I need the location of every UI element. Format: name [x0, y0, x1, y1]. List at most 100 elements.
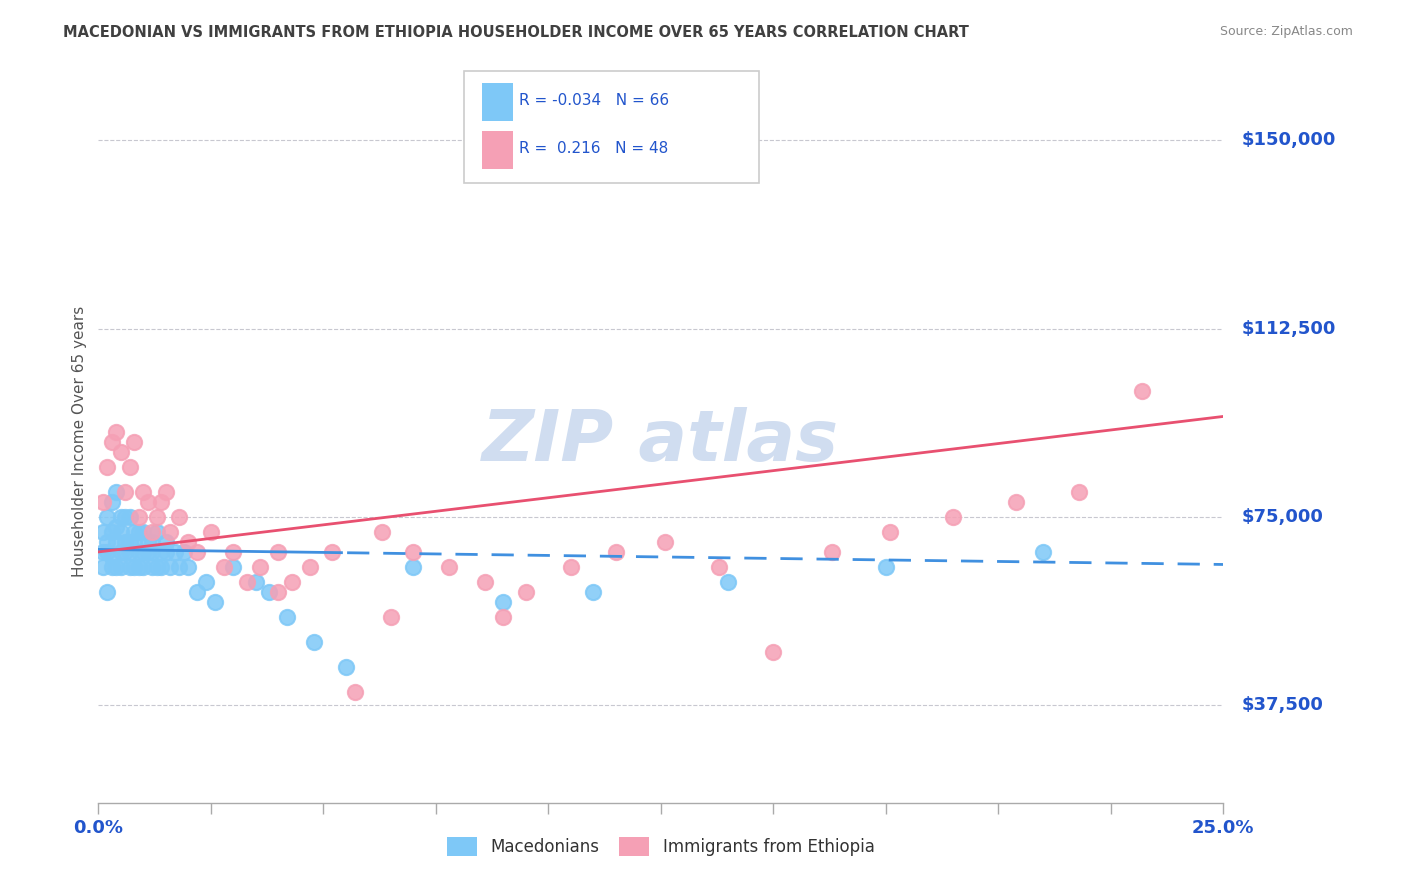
Point — [146, 524, 169, 539]
Text: $150,000: $150,000 — [1241, 131, 1336, 150]
Point — [281, 574, 304, 589]
Point — [146, 560, 169, 574]
Point — [141, 560, 163, 574]
Point — [267, 585, 290, 599]
Point — [195, 574, 218, 589]
Point — [128, 524, 150, 539]
Point — [101, 549, 124, 564]
Point — [101, 560, 124, 574]
Point — [492, 595, 515, 609]
Point — [879, 524, 901, 539]
Point — [96, 585, 118, 599]
Text: R = -0.034   N = 66: R = -0.034 N = 66 — [519, 93, 669, 108]
Point — [245, 574, 267, 589]
Point — [875, 560, 897, 574]
Point — [128, 560, 150, 574]
Point — [105, 520, 128, 534]
Point — [101, 524, 124, 539]
Point — [259, 585, 281, 599]
Point — [762, 645, 785, 659]
Text: MACEDONIAN VS IMMIGRANTS FROM ETHIOPIA HOUSEHOLDER INCOME OVER 65 YEARS CORRELAT: MACEDONIAN VS IMMIGRANTS FROM ETHIOPIA H… — [63, 25, 969, 40]
Point — [132, 560, 155, 574]
Point — [132, 524, 155, 539]
Point — [214, 560, 236, 574]
Point — [335, 660, 357, 674]
Point — [105, 534, 128, 549]
Point — [150, 494, 173, 508]
Point — [110, 545, 132, 559]
Point — [1032, 545, 1054, 559]
Point — [474, 574, 496, 589]
Point — [118, 560, 141, 574]
Point — [136, 545, 159, 559]
Text: $37,500: $37,500 — [1241, 696, 1323, 714]
Point — [155, 484, 177, 499]
Point — [110, 524, 132, 539]
Point — [186, 545, 208, 559]
Y-axis label: Householder Income Over 65 years: Householder Income Over 65 years — [72, 306, 87, 577]
Point — [717, 574, 740, 589]
Point — [118, 509, 141, 524]
Point — [177, 560, 200, 574]
Point — [173, 545, 195, 559]
Point — [1130, 384, 1153, 399]
Point — [146, 509, 169, 524]
Point — [91, 560, 114, 574]
Point — [141, 524, 163, 539]
Point — [132, 545, 155, 559]
Point — [267, 545, 290, 559]
Point — [380, 610, 402, 624]
Point — [96, 509, 118, 524]
Point — [200, 524, 222, 539]
Point — [118, 545, 141, 559]
Point — [105, 425, 128, 439]
Point — [492, 610, 515, 624]
Point — [105, 484, 128, 499]
Point — [101, 434, 124, 449]
Point — [110, 509, 132, 524]
Point — [343, 685, 366, 699]
Point — [654, 534, 676, 549]
Point — [155, 545, 177, 559]
Point — [236, 574, 259, 589]
Point — [298, 560, 321, 574]
Text: ZIP atlas: ZIP atlas — [482, 407, 839, 476]
Point — [402, 560, 425, 574]
Point — [321, 545, 343, 559]
Point — [110, 560, 132, 574]
Point — [136, 494, 159, 508]
Point — [96, 534, 118, 549]
Text: Source: ZipAtlas.com: Source: ZipAtlas.com — [1219, 25, 1353, 38]
Point — [177, 534, 200, 549]
Point — [155, 534, 177, 549]
Point — [515, 585, 537, 599]
Point — [222, 545, 245, 559]
Point — [96, 459, 118, 474]
Point — [186, 585, 208, 599]
Point — [402, 545, 425, 559]
Point — [1005, 494, 1028, 508]
Point — [150, 545, 173, 559]
Point — [821, 545, 844, 559]
Point — [141, 534, 163, 549]
Point — [582, 585, 605, 599]
Point — [560, 560, 582, 574]
Point — [222, 560, 245, 574]
Point — [169, 560, 191, 574]
Point — [110, 444, 132, 458]
Point — [114, 534, 136, 549]
Point — [118, 534, 141, 549]
Point — [942, 509, 965, 524]
Point — [114, 509, 136, 524]
Text: $75,000: $75,000 — [1241, 508, 1323, 525]
Point — [91, 524, 114, 539]
Point — [276, 610, 298, 624]
Point — [439, 560, 461, 574]
Point — [204, 595, 226, 609]
Text: $112,500: $112,500 — [1241, 319, 1336, 338]
Point — [91, 545, 114, 559]
Point — [118, 459, 141, 474]
Point — [371, 524, 394, 539]
Point — [1069, 484, 1091, 499]
Text: R =  0.216   N = 48: R = 0.216 N = 48 — [519, 141, 668, 156]
